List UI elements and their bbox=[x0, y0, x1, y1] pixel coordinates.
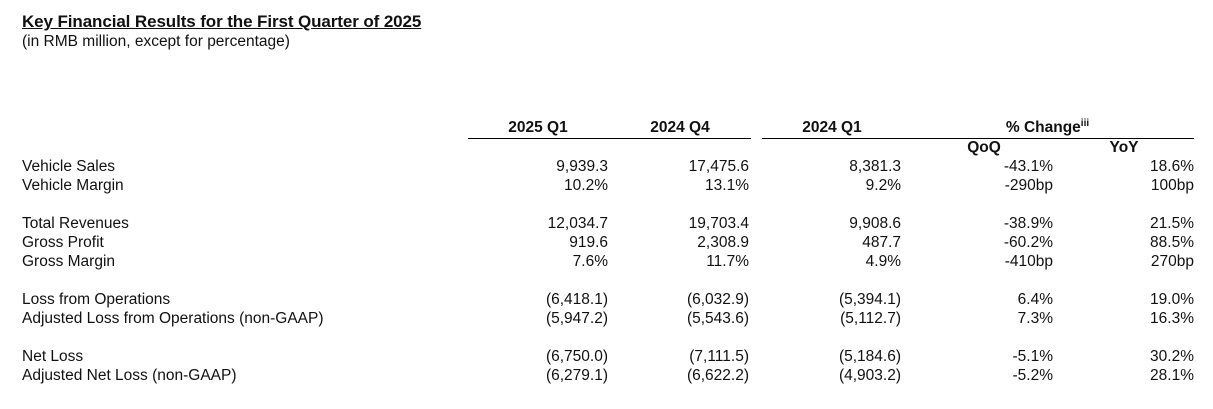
cell-yoy: 270bp bbox=[1150, 253, 1194, 270]
table-row-adjusted-loss-from-operations: Adjusted Loss from Operations (non-GAAP)… bbox=[0, 310, 1213, 329]
cell-2024-q1: 4.9% bbox=[865, 253, 901, 270]
header-2025-q1: 2025 Q1 bbox=[508, 119, 568, 136]
cell-2024-q4: 19,703.4 bbox=[688, 215, 749, 232]
header-percent-change: % Changeiii bbox=[955, 117, 1140, 137]
cell-2024-q1: (5,394.1) bbox=[838, 291, 901, 308]
cell-yoy: 18.6% bbox=[1150, 158, 1194, 175]
table-row-loss-from-operations: Loss from Operations (6,418.1) (6,032.9)… bbox=[0, 291, 1213, 310]
row-label: Vehicle Margin bbox=[22, 177, 124, 194]
page-title: Key Financial Results for the First Quar… bbox=[22, 12, 422, 31]
cell-qoq: -60.2% bbox=[1003, 234, 1053, 251]
cell-2024-q1: (5,112.7) bbox=[840, 310, 901, 327]
row-label: Total Revenues bbox=[22, 215, 129, 232]
table-row-adjusted-net-loss: Adjusted Net Loss (non-GAAP) (6,279.1) (… bbox=[0, 367, 1213, 386]
table-row-vehicle-margin: Vehicle Margin 10.2% 13.1% 9.2% -290bp 1… bbox=[0, 177, 1213, 196]
row-label: Loss from Operations bbox=[22, 291, 171, 308]
cell-qoq: 6.4% bbox=[1017, 291, 1053, 308]
cell-qoq: -5.1% bbox=[1012, 348, 1054, 365]
row-label: Net Loss bbox=[22, 348, 84, 365]
cell-2024-q4: (5,543.6) bbox=[686, 310, 749, 327]
header-2024-q1: 2024 Q1 bbox=[802, 119, 862, 136]
cell-2024-q1: 9.2% bbox=[865, 177, 901, 194]
cell-yoy: 30.2% bbox=[1150, 348, 1194, 365]
table-row-total-revenues: Total Revenues 12,034.7 19,703.4 9,908.6… bbox=[0, 215, 1213, 234]
cell-2024-q4: (6,032.9) bbox=[686, 291, 749, 308]
cell-yoy: 88.5% bbox=[1150, 234, 1194, 251]
cell-qoq: -410bp bbox=[1004, 253, 1053, 270]
cell-2024-q1: (4,903.2) bbox=[838, 367, 901, 384]
cell-2024-q1: (5,184.6) bbox=[838, 348, 901, 365]
cell-qoq: 7.3% bbox=[1017, 310, 1053, 327]
cell-2025-q1: (6,279.1) bbox=[545, 367, 608, 384]
cell-yoy: 19.0% bbox=[1150, 291, 1194, 308]
header-percent-change-label: % Change bbox=[1005, 119, 1081, 136]
cell-2024-q4: 13.1% bbox=[705, 177, 749, 194]
cell-2024-q4: 2,308.9 bbox=[697, 234, 749, 251]
cell-2025-q1: 9,939.3 bbox=[556, 158, 608, 175]
table-row-vehicle-sales: Vehicle Sales 9,939.3 17,475.6 8,381.3 -… bbox=[0, 158, 1213, 177]
cell-qoq: -43.1% bbox=[1003, 158, 1053, 175]
cell-2024-q4: 17,475.6 bbox=[688, 158, 749, 175]
cell-2025-q1: (5,947.2) bbox=[545, 310, 608, 327]
header-2024-q4: 2024 Q4 bbox=[650, 119, 710, 136]
cell-2024-q4: (7,111.5) bbox=[689, 348, 749, 365]
cell-2025-q1: 919.6 bbox=[569, 234, 608, 251]
cell-2024-q4: (6,622.2) bbox=[686, 367, 749, 384]
footnote-marker: iii bbox=[1080, 117, 1090, 129]
cell-2025-q1: 7.6% bbox=[572, 253, 608, 270]
cell-2025-q1: 12,034.7 bbox=[547, 215, 608, 232]
row-label: Adjusted Loss from Operations (non-GAAP) bbox=[22, 310, 324, 327]
cell-2024-q4: 11.7% bbox=[706, 253, 749, 270]
row-label: Gross Margin bbox=[22, 253, 116, 270]
header-qoq: QoQ bbox=[967, 139, 1001, 156]
cell-2024-q1: 487.7 bbox=[862, 234, 901, 251]
cell-qoq: -290bp bbox=[1004, 177, 1053, 194]
cell-yoy: 16.3% bbox=[1150, 310, 1194, 327]
table-row-gross-profit: Gross Profit 919.6 2,308.9 487.7 -60.2% … bbox=[0, 234, 1213, 253]
row-label: Adjusted Net Loss (non-GAAP) bbox=[22, 367, 237, 384]
cell-yoy: 28.1% bbox=[1150, 367, 1194, 384]
cell-yoy: 21.5% bbox=[1150, 215, 1194, 232]
header-rule-right bbox=[762, 138, 1194, 139]
cell-qoq: -5.2% bbox=[1012, 367, 1054, 384]
cell-2025-q1: (6,418.1) bbox=[545, 291, 608, 308]
row-label: Vehicle Sales bbox=[22, 158, 116, 175]
cell-qoq: -38.9% bbox=[1003, 215, 1053, 232]
header-yoy: YoY bbox=[1109, 139, 1139, 156]
table-row-net-loss: Net Loss (6,750.0) (7,111.5) (5,184.6) -… bbox=[0, 348, 1213, 367]
page-subtitle: (in RMB million, except for percentage) bbox=[22, 33, 290, 50]
cell-2024-q1: 9,908.6 bbox=[849, 215, 901, 232]
cell-2024-q1: 8,381.3 bbox=[849, 158, 901, 175]
cell-2025-q1: (6,750.0) bbox=[545, 348, 608, 365]
header-rule-left bbox=[468, 138, 751, 139]
row-label: Gross Profit bbox=[22, 234, 104, 251]
cell-yoy: 100bp bbox=[1150, 177, 1194, 194]
cell-2025-q1: 10.2% bbox=[564, 177, 608, 194]
table-row-gross-margin: Gross Margin 7.6% 11.7% 4.9% -410bp 270b… bbox=[0, 253, 1213, 272]
